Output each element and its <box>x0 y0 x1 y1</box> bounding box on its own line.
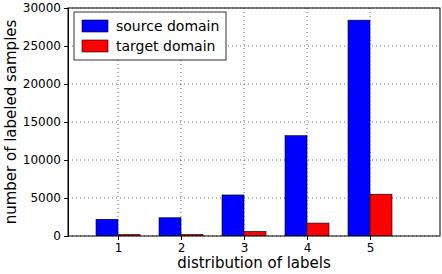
chart: 0 5000 10000 15000 20000 25000 30000 1 2 3 4 5 distr… <box>0 0 442 274</box>
y-tick-label: 25000 <box>23 39 61 53</box>
x-tick-mark <box>181 236 182 240</box>
grid <box>68 8 440 236</box>
bar <box>307 223 329 236</box>
x-tick: 1 <box>115 236 123 255</box>
y-tick: 10000 <box>23 153 68 167</box>
bar <box>222 195 244 236</box>
x-tick: 3 <box>241 236 249 255</box>
plot-frame <box>68 8 440 236</box>
bar <box>244 231 266 236</box>
x-tick: 2 <box>178 236 186 255</box>
y-tick-mark <box>64 236 68 237</box>
bar <box>96 219 118 236</box>
x-tick-mark <box>118 236 119 240</box>
bar <box>285 136 307 236</box>
x-tick-label: 3 <box>241 241 249 255</box>
x-tick-mark <box>307 236 308 240</box>
y-tick-label: 15000 <box>23 115 61 129</box>
y-tick: 5000 <box>30 191 68 205</box>
legend: source domain target domain <box>74 12 226 60</box>
y-tick-mark <box>64 8 68 9</box>
y-tick-label: 5000 <box>30 191 61 205</box>
legend-swatch <box>82 20 108 32</box>
y-tick: 20000 <box>23 77 68 91</box>
y-grid-line <box>68 160 440 161</box>
x-tick-label: 1 <box>115 241 123 255</box>
x-tick-mark <box>244 236 245 240</box>
y-tick-mark <box>64 84 68 85</box>
x-axis: 1 2 3 4 5 <box>115 236 375 255</box>
y-tick: 15000 <box>23 115 68 129</box>
bar <box>348 20 370 236</box>
y-grid-line <box>68 122 440 123</box>
legend-swatch <box>82 40 108 52</box>
x-tick-label: 4 <box>304 241 312 255</box>
x-tick-mark <box>370 236 371 240</box>
y-tick-label: 30000 <box>23 1 61 15</box>
y-tick-label: 10000 <box>23 153 61 167</box>
x-tick: 4 <box>304 236 312 255</box>
y-tick-mark <box>64 198 68 199</box>
y-tick: 0 <box>53 229 68 243</box>
bars <box>96 20 392 236</box>
bar <box>370 194 392 236</box>
legend-label: target domain <box>116 38 215 54</box>
legend-label: source domain <box>116 18 219 34</box>
x-tick: 5 <box>367 236 375 255</box>
y-tick-mark <box>64 122 68 123</box>
y-tick: 25000 <box>23 39 68 53</box>
y-tick-label: 0 <box>53 229 61 243</box>
y-axis: 0 5000 10000 15000 20000 25000 30000 <box>23 1 69 243</box>
y-tick-mark <box>64 160 68 161</box>
y-tick-mark <box>64 46 68 47</box>
x-tick-label: 2 <box>178 241 186 255</box>
x-axis-title: distribution of labels <box>177 254 331 272</box>
y-tick: 30000 <box>23 1 68 15</box>
x-tick-label: 5 <box>367 241 375 255</box>
legend-box <box>74 12 226 60</box>
y-axis-title: number of labeled samples <box>2 19 20 224</box>
y-grid-line <box>68 84 440 85</box>
bar <box>159 218 181 236</box>
y-tick-label: 20000 <box>23 77 61 91</box>
